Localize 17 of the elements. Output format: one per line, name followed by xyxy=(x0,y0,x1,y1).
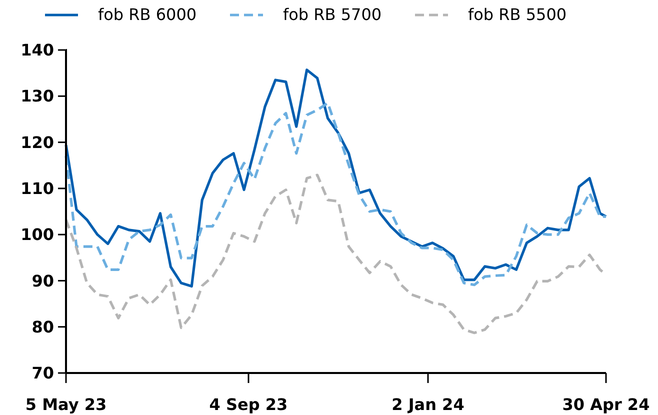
line-series xyxy=(64,68,608,288)
y-tick-label: 110 xyxy=(20,179,54,198)
y-tick-label: 140 xyxy=(20,40,54,60)
x-tick-label: 30 Apr 24 xyxy=(562,395,650,414)
y-tick-label: 100 xyxy=(20,225,54,244)
legend-label: fob RB 5700 xyxy=(283,5,382,24)
legend-label: fob RB 5500 xyxy=(468,5,567,24)
y-tick-label: 80 xyxy=(32,317,54,336)
x-tick-label: 5 May 23 xyxy=(25,395,107,414)
x-tick-label: 2 Jan 24 xyxy=(392,395,464,414)
y-tick-label: 120 xyxy=(20,132,54,152)
y-tick-label: 130 xyxy=(20,86,54,106)
y-tick-label: 70 xyxy=(32,364,54,383)
legend-label: fob RB 6000 xyxy=(98,5,197,24)
x-tick-label: 4 Sep 23 xyxy=(209,395,288,414)
y-tick-label: 90 xyxy=(32,271,54,290)
line-series xyxy=(64,102,608,286)
